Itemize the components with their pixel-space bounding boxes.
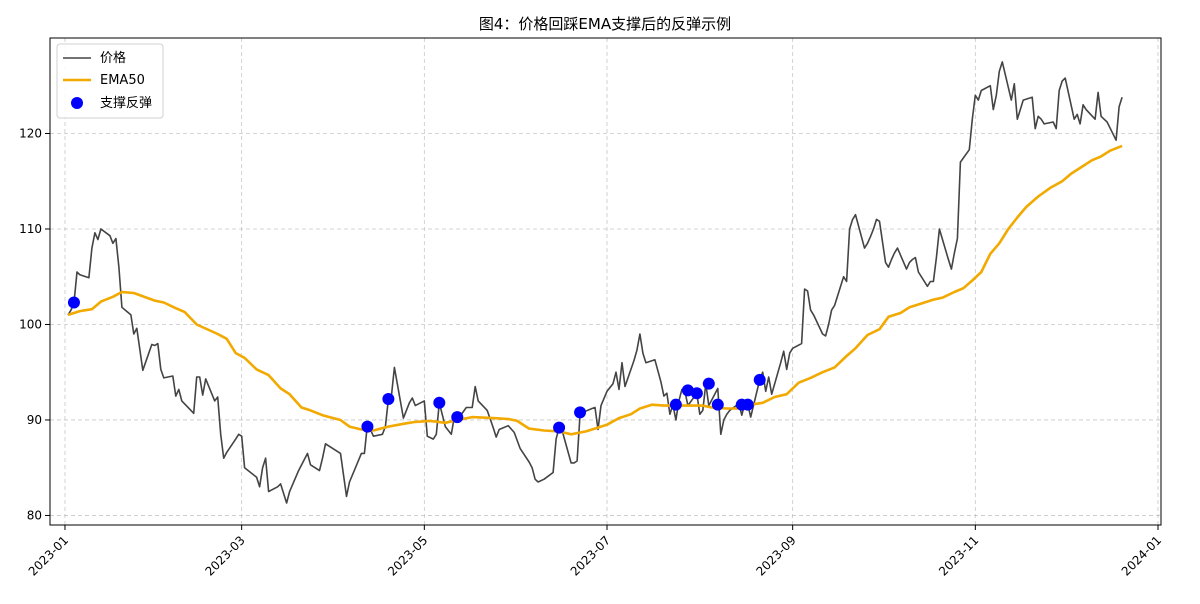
- legend-bounce-swatch: [71, 97, 83, 109]
- bounce-point: [433, 396, 446, 409]
- ema50-series-line: [67, 144, 1123, 436]
- bounce-point: [67, 296, 80, 309]
- bounce-point: [690, 387, 703, 400]
- y-tick-label: 100: [19, 317, 42, 331]
- bounce-point: [451, 411, 464, 424]
- x-axis: 2023-01 2023-03 2023-05 2023-07 2023-09 2023-…: [26, 525, 1164, 579]
- x-tick-label: 2024-01: [1119, 533, 1164, 578]
- y-axis: 80 90 100 110 120: [19, 126, 50, 522]
- chart-title: 图4：价格回踩EMA支撑后的反弹示例: [479, 15, 731, 33]
- x-tick-label: 2023-03: [202, 533, 247, 578]
- x-tick-label: 2023-01: [26, 533, 71, 578]
- legend-ema50-label: EMA50: [100, 73, 145, 88]
- plot-frame: [49, 37, 1162, 526]
- price-series-line: [67, 61, 1123, 504]
- series-layer: [67, 61, 1123, 504]
- bounce-point: [669, 398, 682, 411]
- x-tick-label: 2023-07: [568, 533, 613, 578]
- legend: 价格 EMA50 支撑反弹: [56, 43, 164, 119]
- bounce-point: [711, 398, 724, 411]
- x-tick-label: 2023-09: [753, 533, 798, 578]
- y-tick-label: 80: [27, 508, 42, 522]
- bounce-point: [702, 377, 715, 390]
- legend-bounce-label: 支撑反弹: [100, 96, 152, 111]
- bounce-point: [382, 392, 395, 405]
- bounce-point: [741, 398, 754, 411]
- y-tick-label: 90: [27, 413, 42, 427]
- bounce-point: [753, 373, 766, 386]
- y-tick-label: 120: [19, 126, 42, 140]
- legend-price-label: 价格: [100, 50, 126, 66]
- x-tick-label: 2023-05: [385, 533, 430, 578]
- grid-layer: [50, 38, 1161, 525]
- bounce-point: [574, 406, 587, 419]
- bounce-point: [553, 421, 566, 434]
- x-tick-label: 2023-11: [936, 533, 981, 578]
- legend-box: [56, 43, 164, 119]
- y-tick-label: 110: [19, 222, 42, 236]
- bounce-point: [361, 420, 374, 433]
